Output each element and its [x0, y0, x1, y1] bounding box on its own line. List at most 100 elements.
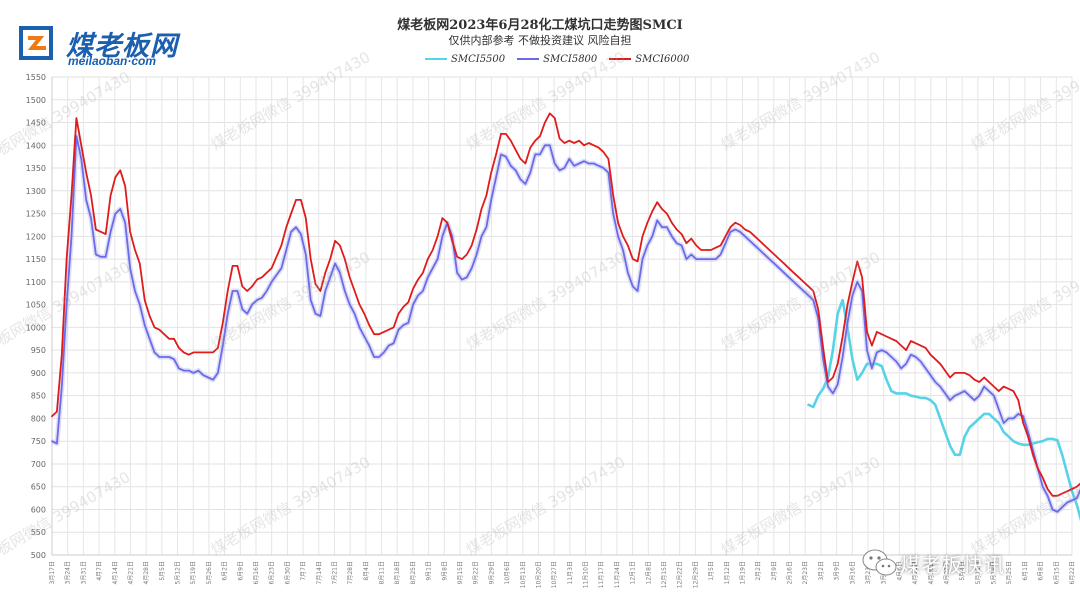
- x-tick-label: 5月19日: [190, 561, 197, 584]
- logo: 煤老板网 meilaoban·com: [18, 22, 208, 70]
- wechat-badge: 煤老板快讯: [860, 546, 1005, 580]
- x-tick-label: 1月19日: [739, 561, 746, 584]
- y-tick-label: 1550: [26, 73, 46, 82]
- wechat-icon: [862, 549, 897, 576]
- logo-mark-icon: [19, 26, 53, 60]
- y-tick-label: 1350: [26, 164, 46, 173]
- x-tick-label: 6月23日: [269, 561, 276, 584]
- chart-subtitle: 仅供内部参考 不做投资建议 风险自担: [448, 34, 632, 47]
- series-lines: [50, 112, 1080, 522]
- x-tick-label: 6月22日: [1069, 561, 1076, 584]
- chart-title: 煤老板网2023年6月28化工煤坑口走势图SMCI: [397, 18, 683, 33]
- x-tick-label: 4月7日: [96, 561, 103, 581]
- x-tick-label: 11月10日: [583, 561, 590, 588]
- y-tick-label: 600: [31, 505, 46, 514]
- x-tick-label: 5月11日: [975, 561, 982, 584]
- x-tick-label: 9月1日: [426, 561, 433, 581]
- x-tick-label: 2月2日: [755, 561, 762, 581]
- x-tick-label: 6月2日: [222, 561, 229, 581]
- series-line-smci5800: [51, 135, 1080, 513]
- x-tick-label: 5月5日: [159, 561, 166, 581]
- x-tick-label: 2月23日: [802, 561, 809, 584]
- x-tick-label: 8月4日: [363, 561, 370, 581]
- x-tick-label: 12月29日: [692, 561, 699, 588]
- legend-item-smci6000: SMCI6000: [609, 54, 689, 65]
- x-tick-label: 8月11日: [379, 561, 386, 584]
- x-tick-label: 12月22日: [677, 561, 684, 588]
- legend-item-smci5500: SMCI5500: [425, 54, 505, 65]
- x-tick-label: 5月25日: [1006, 561, 1013, 584]
- x-tick-label: 10月27日: [551, 561, 558, 588]
- y-tick-label: 1400: [26, 141, 46, 150]
- x-tick-label: 10月6日: [504, 561, 511, 584]
- y-tick-label: 850: [31, 392, 46, 401]
- y-tick-label: 900: [31, 369, 46, 378]
- x-tick-label: 4月20日: [928, 561, 935, 584]
- x-tick-label: 5月18日: [991, 561, 998, 584]
- x-tick-label: 8月25日: [410, 561, 417, 584]
- y-tick-label: 650: [31, 483, 46, 492]
- legend-swatch-smci6000: [609, 58, 632, 60]
- x-tick-label: 10月13日: [520, 561, 527, 588]
- x-tick-label: 3月16日: [849, 561, 856, 584]
- y-tick-label: 1050: [26, 301, 46, 310]
- x-tick-label: 4月13日: [912, 561, 919, 584]
- x-tick-label: 6月16日: [253, 561, 260, 584]
- legend-swatch-smci5800: [517, 58, 540, 60]
- x-axis-ticks: 3月17日 3月24日 3月31日 4月7日 4月14日 4月21日 4月28日 5月5日 5月…: [49, 561, 1076, 588]
- x-tick-label: 3月23日: [865, 561, 872, 584]
- legend-label-smci6000: SMCI6000: [635, 53, 690, 65]
- legend-label-smci5500: SMCI5500: [451, 53, 506, 65]
- series-shadow-smci5800: [50, 133, 1080, 515]
- x-tick-label: 2月9日: [771, 561, 778, 581]
- grid-lines: [51, 76, 1073, 556]
- x-tick-label: 6月8日: [1038, 561, 1045, 581]
- y-tick-label: 500: [31, 551, 46, 560]
- x-tick-label: 8月18日: [394, 561, 401, 584]
- x-tick-label: 3月9日: [834, 561, 841, 581]
- y-tick-label: 1100: [26, 278, 46, 287]
- logo-text-en: meilaoban·com: [68, 54, 157, 68]
- y-tick-label: 700: [31, 460, 46, 469]
- y-tick-label: 800: [31, 414, 46, 423]
- x-tick-label: 4月21日: [127, 561, 134, 584]
- x-tick-label: 4月27日: [943, 561, 950, 584]
- x-tick-label: 9月8日: [441, 561, 448, 581]
- y-tick-label: 950: [31, 346, 46, 355]
- y-axis-ticks: 500 550 600 650 700 750 800 850 900 950 1000 1050 11…: [26, 73, 46, 560]
- y-tick-label: 1200: [26, 232, 46, 241]
- x-tick-label: 7月21日: [331, 561, 338, 584]
- badge-text: 煤老板快讯: [900, 552, 1005, 577]
- legend-label-smci5800: SMCI5800: [543, 53, 598, 65]
- x-tick-label: 11月24日: [614, 561, 621, 588]
- y-tick-label: 1000: [26, 323, 46, 332]
- x-tick-label: 11月3日: [567, 561, 574, 584]
- x-tick-label: 4月28日: [143, 561, 150, 584]
- x-tick-label: 7月14日: [316, 561, 323, 584]
- x-tick-label: 7月7日: [300, 561, 307, 581]
- y-tick-label: 1450: [26, 119, 46, 128]
- x-tick-label: 1月12日: [724, 561, 731, 584]
- x-tick-label: 5月12日: [175, 561, 182, 584]
- x-tick-label: 3月2日: [818, 561, 825, 581]
- x-tick-label: 1月5日: [708, 561, 715, 581]
- x-tick-label: 3月31日: [80, 561, 87, 584]
- x-tick-label: 6月1日: [1022, 561, 1029, 581]
- x-tick-label: 11月17日: [598, 561, 605, 588]
- legend-item-smci5800: SMCI5800: [517, 54, 597, 65]
- series-line-smci6000: [51, 112, 1080, 497]
- x-tick-label: 12月1日: [630, 561, 637, 584]
- x-tick-label: 4月14日: [112, 561, 119, 584]
- x-tick-label: 12月15日: [661, 561, 668, 588]
- x-tick-label: 6月30日: [284, 561, 291, 584]
- x-tick-label: 5月4日: [959, 561, 966, 581]
- y-tick-label: 1300: [26, 187, 46, 196]
- x-tick-label: 5月26日: [206, 561, 213, 584]
- x-tick-label: 2月16日: [787, 561, 794, 584]
- y-tick-label: 550: [31, 528, 46, 537]
- x-tick-label: 4月6日: [896, 561, 903, 581]
- legend: SMCI5500 SMCI5800 SMCI6000: [425, 51, 701, 67]
- x-tick-label: 6月9日: [237, 561, 244, 581]
- y-tick-label: 1500: [26, 96, 46, 105]
